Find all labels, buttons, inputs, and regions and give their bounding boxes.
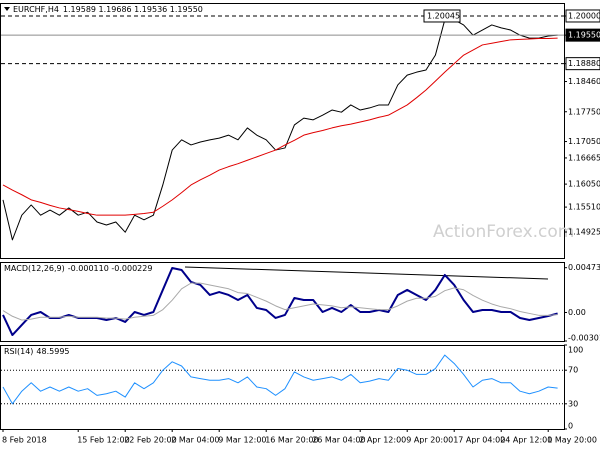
macd-values: -0.000110 -0.000229 bbox=[68, 264, 153, 273]
rsi-panel bbox=[0, 345, 565, 430]
y-tick-label: 0.00473 bbox=[568, 263, 600, 272]
price-title: EURCHF,H4 1.19589 1.19686 1.19536 1.19550 bbox=[13, 5, 203, 14]
y-tick-label: 1.20000 bbox=[568, 11, 600, 20]
series-line bbox=[2, 354, 558, 405]
series-line bbox=[2, 19, 558, 241]
series-line bbox=[2, 37, 558, 216]
price-tag bbox=[565, 28, 600, 42]
x-tick-label: 26 Mar 04:00 bbox=[312, 436, 365, 445]
rsi-value: 48.5995 bbox=[36, 347, 69, 356]
x-tick-label: 9 Mar 12:00 bbox=[218, 436, 266, 445]
rsi-title: RSI(14) 48.5995 bbox=[4, 347, 70, 356]
y-tick-label: 100 bbox=[568, 346, 583, 355]
annotation: 1.20045 bbox=[427, 11, 460, 20]
y-tick-label: 1.18460 bbox=[568, 77, 600, 86]
price-panel bbox=[0, 3, 565, 259]
symbol: EURCHF,H4 bbox=[13, 5, 59, 14]
x-tick-label: 17 Apr 04:00 bbox=[453, 436, 505, 445]
level-tag bbox=[565, 57, 600, 71]
macd-panel bbox=[0, 262, 565, 342]
x-tick-label: 1 May 20:00 bbox=[547, 436, 597, 445]
y-tick-label: -0.003011 bbox=[568, 334, 600, 343]
x-tick-label: 9 Apr 20:00 bbox=[406, 436, 453, 445]
y-tick-label: 30 bbox=[568, 399, 578, 408]
y-tick-label: 1.16665 bbox=[568, 153, 600, 162]
macd-title: MACD(12,26,9) -0.000110 -0.000229 bbox=[4, 264, 152, 273]
y-tick-label: 1.16050 bbox=[568, 180, 600, 189]
x-tick-label: 15 Feb 12:00 bbox=[77, 436, 129, 445]
x-tick-label: 2 Apr 12:00 bbox=[359, 436, 406, 445]
x-tick-label: 16 Mar 20:00 bbox=[265, 436, 318, 445]
x-tick-label: 24 Apr 12:00 bbox=[500, 436, 552, 445]
annotation-box bbox=[423, 9, 461, 23]
y-tick-label: 70 bbox=[568, 366, 578, 375]
watermark: ActionForex.com bbox=[433, 222, 574, 242]
y-tick-label: 1.15510 bbox=[568, 203, 600, 212]
y-tick-label: 1.17750 bbox=[568, 107, 600, 116]
ohlc: 1.19589 1.19686 1.19536 1.19550 bbox=[63, 5, 203, 14]
y-tick-label: 1.14925 bbox=[568, 227, 600, 236]
series-line bbox=[2, 266, 558, 337]
y-tick-label: 1.17050 bbox=[568, 137, 600, 146]
y-tick-label: 1.19550 bbox=[568, 31, 600, 40]
y-tick-label: 0.00 bbox=[568, 308, 586, 317]
trend-line bbox=[184, 266, 549, 280]
rsi-name: RSI(14) bbox=[4, 347, 33, 356]
x-tick-label: 2 Mar 04:00 bbox=[171, 436, 219, 445]
y-tick-label: 1.18880 bbox=[568, 59, 600, 68]
x-tick-label: 22 Feb 20:00 bbox=[124, 436, 176, 445]
level-tag bbox=[565, 9, 600, 23]
series-line bbox=[2, 282, 558, 321]
x-tick-label: 8 Feb 2018 bbox=[2, 436, 47, 445]
macd-name: MACD(12,26,9) bbox=[4, 264, 65, 273]
y-tick-label: 0 bbox=[568, 422, 573, 431]
menu-icon bbox=[4, 7, 10, 11]
